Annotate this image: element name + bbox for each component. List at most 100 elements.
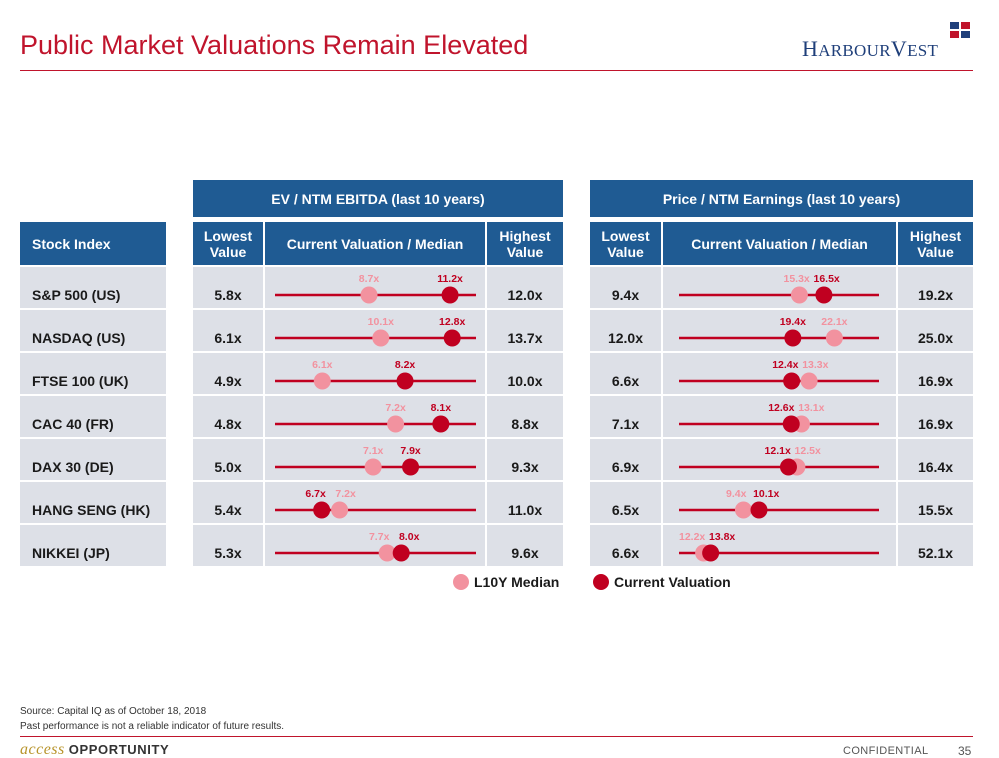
logo-text-arbour: ARBOUR [818,41,891,60]
pe-chart-cell [663,482,896,523]
pe-highest-value: 25.0x [898,310,973,351]
pe-group-header: Price / NTM Earnings (last 10 years) [590,180,973,217]
pe-lowest-header: Lowest Value [590,222,661,265]
pe-current-label: 10.1x [753,488,779,500]
ev-chart-cell [265,482,485,523]
ev-current-dot [313,501,331,519]
pe-current-label: 12.1x [765,445,791,457]
pe-current-label: 13.8x [709,531,735,543]
pe-highest-header: Highest Value [898,222,973,265]
pe-lowest-value: 6.6x [590,525,661,566]
logo-letter-h: H [802,36,819,61]
brand-opportunity: OPPORTUNITY [68,742,170,757]
harbourvest-logo: HARBOURVEST [800,22,975,62]
legend-current: Current Valuation [593,574,731,590]
pe-chart-cell [663,353,896,394]
brand-access: access [20,741,65,758]
legend-current-swatch [593,574,609,590]
legend-median: L10Y Median [453,574,559,590]
ev-highest-value: 12.0x [487,267,563,308]
pe-median-label: 9.4x [726,488,747,500]
brand-tagline: access OPPORTUNITY [20,741,169,758]
pe-current-label: 19.4x [780,316,806,328]
stock-index-header: Stock Index [20,222,166,265]
row-index-name: CAC 40 (FR) [20,396,166,437]
row-index-name: S&P 500 (US) [20,267,166,308]
ev-lowest-value: 5.3x [193,525,263,566]
ev-chart-cell [265,353,485,394]
ev-median-label: 7.1x [363,445,384,457]
pe-current-dot [815,286,833,304]
row-index-name: FTSE 100 (UK) [20,353,166,394]
ev-highest-value: 9.3x [487,439,563,480]
pe-current-dot [779,458,797,476]
pe-current-label: 12.4x [772,359,798,371]
ev-dot-row: 6.1x 8.2x [275,359,476,390]
page-number: 35 [958,744,972,758]
pe-lowest-value: 12.0x [590,310,661,351]
ev-current-label: 8.0x [399,531,420,543]
pe-current-dot [783,372,801,390]
ev-median-label: 7.2x [385,402,406,414]
ev-current-label: 8.2x [395,359,416,371]
ev-current-dot [402,458,420,476]
pe-median-dot [734,501,752,519]
pe-lowest-value: 6.5x [590,482,661,523]
legend-median-label: L10Y Median [474,574,560,590]
pe-chart-cell [663,396,896,437]
ev-median-dot [387,415,405,433]
pe-current-dot [782,415,800,433]
pe-median-dot [800,372,818,390]
pe-median-dot [790,286,808,304]
ev-current-dot [443,329,461,347]
ev-lowest-value: 4.8x [193,396,263,437]
pe-highest-value: 16.9x [898,353,973,394]
pe-lowest-value: 6.6x [590,353,661,394]
pe-median-dot [825,329,843,347]
legend-median-swatch [453,574,469,590]
pe-median-label: 13.1x [798,402,824,414]
ev-median-dot [331,501,349,519]
confidential-label: CONFIDENTIAL [843,745,929,757]
ev-median-dot [313,372,331,390]
pe-median-label: 13.3x [802,359,828,371]
row-index-name: NIKKEI (JP) [20,525,166,566]
pe-chart-cell [663,310,896,351]
pe-current-dot [750,501,768,519]
pe-highest-value: 19.2x [898,267,973,308]
ev-lowest-value: 5.8x [193,267,263,308]
ev-highest-value: 11.0x [487,482,563,523]
ev-chart-cell [265,525,485,566]
ev-current-median-header: Current Valuation / Median [265,222,485,265]
pe-highest-value: 52.1x [898,525,973,566]
pe-current-label: 12.6x [768,402,794,414]
legend-current-label: Current Valuation [614,574,731,590]
ev-median-dot [378,544,396,562]
logo-text-est: EST [907,41,939,60]
ev-highest-header: Highest Value [487,222,563,265]
ev-highest-value: 10.0x [487,353,563,394]
pe-highest-value: 16.4x [898,439,973,480]
ev-current-label: 8.1x [431,402,452,414]
logo-letter-v: V [890,36,908,61]
ev-current-dot [432,415,450,433]
row-index-name: NASDAQ (US) [20,310,166,351]
ev-median-label: 7.2x [335,488,356,500]
ev-highest-value: 8.8x [487,396,563,437]
pe-current-label: 16.5x [814,273,840,285]
ev-median-label: 10.1x [368,316,394,328]
ev-dot-row: 7.1x 7.9x [275,445,476,476]
pe-dot-row: 12.4x 13.3x [679,359,879,390]
pe-dot-row: 12.6x 13.1x [679,402,879,433]
pe-highest-value: 15.5x [898,482,973,523]
source-note: Source: Capital IQ as of October 18, 201… [20,706,207,717]
pe-current-dot [702,544,720,562]
pe-median-label: 12.2x [679,531,705,543]
ev-dot-row: 7.7x 8.0x [275,531,476,562]
footer-divider [20,736,973,737]
pe-lowest-value: 9.4x [590,267,661,308]
pe-highest-value: 16.9x [898,396,973,437]
ev-median-dot [364,458,382,476]
ev-lowest-header: Lowest Value [193,222,263,265]
ev-median-dot [360,286,378,304]
